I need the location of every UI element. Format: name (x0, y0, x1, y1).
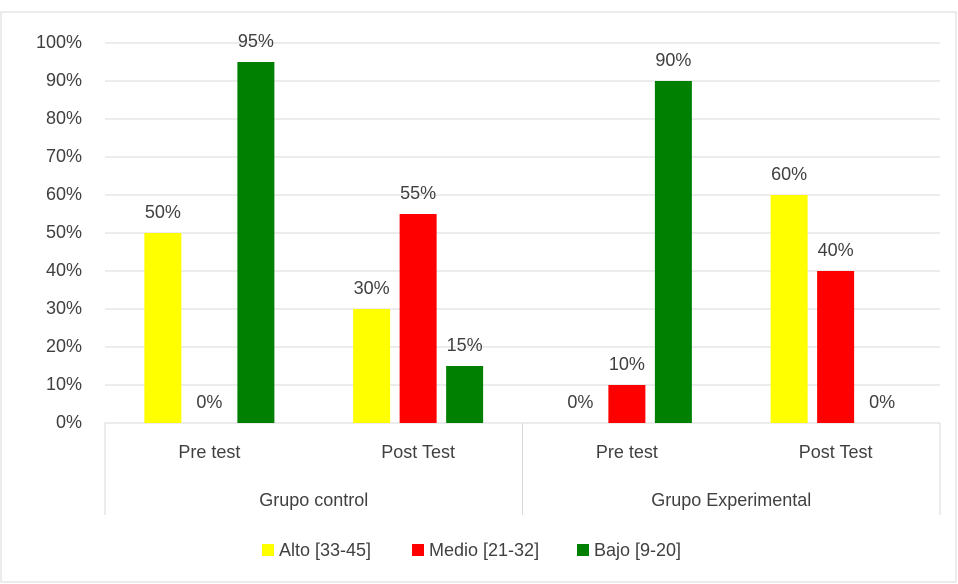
value-label: 30% (354, 278, 390, 298)
legend-swatch (577, 544, 589, 556)
y-tick-label: 50% (46, 222, 82, 242)
legend-label: Alto [33-45] (279, 540, 371, 560)
value-label: 15% (447, 335, 483, 355)
value-label: 0% (196, 392, 222, 412)
value-label: 0% (567, 392, 593, 412)
bar (144, 233, 182, 423)
bar (608, 385, 646, 423)
bar (817, 271, 855, 423)
legend-label: Medio [21-32] (429, 540, 539, 560)
group-label: Grupo Experimental (651, 490, 811, 510)
y-tick-label: 60% (46, 184, 82, 204)
bar (237, 62, 275, 423)
group-label: Grupo control (259, 490, 368, 510)
y-tick-label: 0% (56, 412, 82, 432)
legend-swatch (262, 544, 274, 556)
chart-border (0, 11, 957, 583)
value-label: 40% (818, 240, 854, 260)
x-tick-label: Post Test (799, 442, 873, 462)
bar (399, 214, 437, 423)
y-tick-label: 20% (46, 336, 82, 356)
x-tick-label: Pre test (178, 442, 240, 462)
y-tick-label: 80% (46, 108, 82, 128)
value-label: 95% (238, 31, 274, 51)
y-tick-label: 40% (46, 260, 82, 280)
value-label: 60% (771, 164, 807, 184)
y-tick-label: 100% (36, 32, 82, 52)
legend-swatch (412, 544, 424, 556)
bar (446, 366, 484, 423)
bar (654, 81, 692, 423)
legend-label: Bajo [9-20] (594, 540, 681, 560)
bar (353, 309, 391, 423)
value-label: 0% (869, 392, 895, 412)
y-tick-label: 10% (46, 374, 82, 394)
y-tick-label: 90% (46, 70, 82, 90)
y-tick-label: 70% (46, 146, 82, 166)
value-label: 10% (609, 354, 645, 374)
x-tick-label: Pre test (596, 442, 658, 462)
bar (770, 195, 808, 423)
x-tick-label: Post Test (381, 442, 455, 462)
value-label: 90% (655, 50, 691, 70)
value-label: 50% (145, 202, 181, 222)
value-label: 55% (400, 183, 436, 203)
y-tick-label: 30% (46, 298, 82, 318)
